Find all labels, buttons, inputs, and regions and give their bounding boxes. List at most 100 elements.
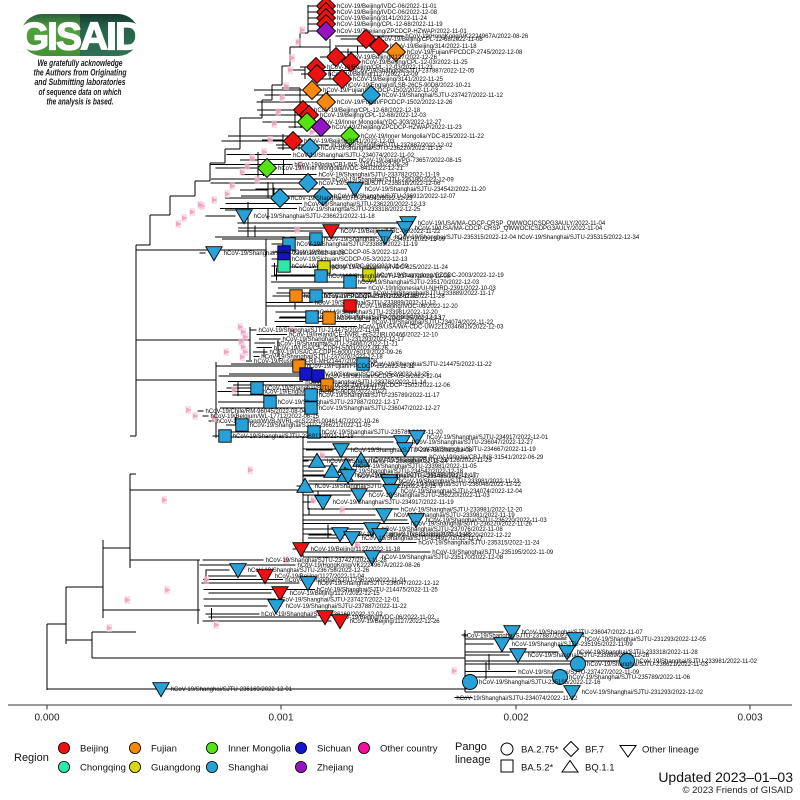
svg-text:We gratefully acknowledge: We gratefully acknowledge — [38, 58, 123, 68]
svg-text:hCoV-19/Ireland/WVB-NVRL-ecS22: hCoV-19/Ireland/WVB-NVRL-ecS22IRL004614/… — [217, 419, 380, 425]
svg-text:the analysis is based.: the analysis is based. — [47, 96, 114, 106]
svg-text:hCoV-19/Inner Mongolia/IVDC-64: hCoV-19/Inner Mongolia/IVDC-641/2022-12-… — [278, 166, 404, 172]
svg-text:hCoV-19/Shanghai/SJTU-236047/2: hCoV-19/Shanghai/SJTU-236047/2022-12-27 — [412, 440, 534, 446]
svg-text:hCoV-19/Beijing/IVDC-06/2022-1: hCoV-19/Beijing/IVDC-06/2022-12-08 — [337, 10, 438, 16]
svg-text:hCoV-19/Shanghai/SJTU-234917/2: hCoV-19/Shanghai/SJTU-234917/2022-12-09 — [324, 237, 446, 243]
svg-text:hCoV-19/Shanghai/SJTU-235170/2: hCoV-19/Shanghai/SJTU-235170/2022-12-03 — [358, 280, 480, 286]
svg-text:hCoV-19/Shanghai/SJTU-233889/2: hCoV-19/Shanghai/SJTU-233889/2022-12-26 — [528, 653, 650, 659]
svg-text:hCoV-19/Shanghai/SJTU-234667/2: hCoV-19/Shanghai/SJTU-234667/2022-11-21 — [277, 341, 399, 347]
svg-text:hCoV-19/Fujian/FPCDCP-25/2022-: hCoV-19/Fujian/FPCDCP-25/2022-12-17 — [337, 316, 446, 322]
svg-text:hCoV-19/Beijing/3141/2022-11-2: hCoV-19/Beijing/3141/2022-11-24 — [337, 16, 428, 22]
svg-text:hCoV-19/Shanghai/SJTU-233981/2: hCoV-19/Shanghai/SJTU-233981/2022-12-20 — [401, 507, 523, 513]
svg-text:hCoV-19/England/LSB-26C5-90D8/: hCoV-19/England/LSB-26C5-90D8/2022-10-21 — [263, 390, 389, 396]
svg-text:hCoV-19/Indonesia/UI-NIHRD-239: hCoV-19/Indonesia/UI-NIHRD-2391/2022-10-… — [368, 286, 496, 292]
svg-text:hCoV-19/Zhejiang/ZPCDCP-HZWAP/: hCoV-19/Zhejiang/ZPCDCP-HZWAP/2022-11-23 — [332, 125, 462, 131]
svg-text:hCoV-19/Shanghai/SJTU-237887/2: hCoV-19/Shanghai/SJTU-237887/2022-12-02 — [331, 143, 453, 149]
svg-text:Region: Region — [14, 752, 49, 764]
svg-text:hCoV-19/Shanghai/SJTU-236621/2: hCoV-19/Shanghai/SJTU-236621/2022-11-18 — [254, 214, 376, 220]
svg-text:Beijing: Beijing — [80, 744, 109, 755]
svg-text:hCoV-19/Shanghai/SJTU-236621/2: hCoV-19/Shanghai/SJTU-236621/2022-12-15 — [315, 484, 437, 490]
svg-text:hCoV-19/Belgium/WL-17712/2022-: hCoV-19/Belgium/WL-17712/2022-06-15 — [211, 414, 320, 420]
svg-text:Inner Mongolia: Inner Mongolia — [228, 744, 292, 755]
svg-text:hCoV-19/Sichuan/SCDCP-05-3/202: hCoV-19/Sichuan/SCDCP-05-3/2022-12-07 — [292, 250, 408, 256]
svg-text:hCoV-19/Beijing/CPL-12-68/2022: hCoV-19/Beijing/CPL-12-68/2022-11-08 — [377, 37, 483, 43]
svg-text:BA.2.75*: BA.2.75* — [521, 745, 559, 756]
svg-text:hCoV-19/Shanghai/SJTU-231293/2: hCoV-19/Shanghai/SJTU-231293/2022-12-17 — [283, 337, 405, 343]
svg-text:hCoV-19/Shanghai/SJTU-235170/2: hCoV-19/Shanghai/SJTU-235170/2022-12-08 — [382, 555, 504, 561]
svg-text:hCoV-19/Shanghai/SJTU-236220/2: hCoV-19/Shanghai/SJTU-236220/2022-11-03 — [426, 518, 548, 524]
svg-text:hCoV-19/Shanghai/SJTU-234917/2: hCoV-19/Shanghai/SJTU-234917/2022-11-17 — [362, 536, 484, 542]
svg-text:hCoV-19/Shanghai/SJTU-236220/2: hCoV-19/Shanghai/SJTU-236220/2022-11-13 — [321, 146, 443, 152]
svg-text:hCoV-19/Fujian/FPCDCP-2745/202: hCoV-19/Fujian/FPCDCP-2745/2022-12-08 — [407, 50, 523, 56]
svg-text:hCoV-19/Shanghai/SJTU-236220/2: hCoV-19/Shanghai/SJTU-236220/2022-11-01 — [285, 578, 407, 584]
svg-text:hCoV-19/Inner Mongolia/YDC-303: hCoV-19/Inner Mongolia/YDC-303/2022-12-2… — [318, 120, 442, 126]
svg-text:0.003: 0.003 — [737, 713, 762, 724]
svg-text:hCoV-19/Shanghai/SJTU-235483/2: hCoV-19/Shanghai/SJTU-235483/2022-12-07 — [358, 474, 480, 480]
svg-text:hCoV-19/Shanghai/SJTU-237427/2: hCoV-19/Shanghai/SJTU-237427/2022-11-28 — [266, 558, 388, 564]
svg-text:hCoV-19/Shanghai/SJTU-235195/2: hCoV-19/Shanghai/SJTU-235195/2022-11-09 — [512, 642, 634, 648]
svg-text:hCoV-19/Shanghai/SJTU-236758/2: hCoV-19/Shanghai/SJTU-236758/2022-12-26 — [248, 568, 370, 574]
svg-text:0.000: 0.000 — [34, 713, 59, 724]
svg-text:hCoV-19/Fujian/FPCDCP-2745/202: hCoV-19/Fujian/FPCDCP-2745/2022-11-05 — [304, 294, 420, 300]
svg-text:0.001: 0.001 — [268, 713, 293, 724]
svg-text:hCoV-19/Beijing/IVDC-06/2022-1: hCoV-19/Beijing/IVDC-06/2022-12-20 — [358, 304, 459, 310]
svg-text:hCoV-19/Shanghai/SJTU-233782/2: hCoV-19/Shanghai/SJTU-233782/2022-11-14 — [305, 380, 427, 386]
svg-text:Chongqing: Chongqing — [80, 763, 126, 774]
svg-text:hCoV-19/Shanghai/SJTU-237076/2: hCoV-19/Shanghai/SJTU-237076/2022-11-08 — [382, 527, 504, 533]
svg-text:hCoV-19/Fujian/FPCDCP-1502/202: hCoV-19/Fujian/FPCDCP-1502/2022-12-06 — [335, 383, 451, 389]
svg-text:hCoV-19/India/CBJ-INS-31541/20: hCoV-19/India/CBJ-INS-31541/2022-06-29 — [429, 455, 544, 461]
svg-text:Other lineage: Other lineage — [642, 745, 699, 756]
svg-text:hCoV-19/Shanghai/SJTU-237427/2: hCoV-19/Shanghai/SJTU-237427/2022-12-08 — [329, 274, 451, 280]
svg-text:hCoV-19/Shanghai/SJTU-237126/2: hCoV-19/Shanghai/SJTU-237126/2022-11-25 — [371, 458, 493, 464]
svg-text:Shanghai: Shanghai — [228, 763, 268, 774]
svg-text:© 2023 Friends of GISAID: © 2023 Friends of GISAID — [683, 785, 794, 796]
svg-text:hCoV-19/Shanghai/SJTU-236220/2: hCoV-19/Shanghai/SJTU-236220/2022-12-22 — [390, 533, 512, 539]
svg-text:hCoV-19/USA/CA-CDPH-6000/76019: hCoV-19/USA/CA-CDPH-6000/76019/2022-09-2… — [270, 350, 403, 356]
svg-text:hCoV-19/Shanghai/SJTU-233889/2: hCoV-19/Shanghai/SJTU-233889/2022-11-19 — [297, 242, 419, 248]
svg-text:hCoV-19/Shanghai/SJTU-233889/2: hCoV-19/Shanghai/SJTU-233889/2022-11-28 — [350, 532, 472, 538]
svg-text:hCoV-19/Chongqing/YVDC-802/202: hCoV-19/Chongqing/YVDC-802/2022-11-09 — [292, 264, 409, 270]
svg-text:hCoV-19/Shanghai/SJTU-233318/2: hCoV-19/Shanghai/SJTU-233318/2022-12-25 — [299, 207, 421, 213]
svg-text:hCoV-19/Inner Mongolia/YDC-815: hCoV-19/Inner Mongolia/YDC-815/2022-11-2… — [361, 134, 485, 140]
svg-text:the Authors from Originating: the Authors from Originating — [34, 68, 127, 78]
svg-text:hCoV-19/Shanghai/SJTU-235818/2: hCoV-19/Shanghai/SJTU-235818/2022-12-06 — [319, 181, 441, 187]
svg-text:hCoV-19/Shanghai/SJTU-233782/2: hCoV-19/Shanghai/SJTU-233782/2022-11-19 — [319, 173, 441, 179]
svg-text:0.002: 0.002 — [503, 713, 528, 724]
svg-text:hCoV-19/Shanghai/SJTU-234074/2: hCoV-19/Shanghai/SJTU-234074/2022-11-22 — [372, 320, 494, 326]
svg-text:hCoV-19/Shanghai/SJTU-233318/2: hCoV-19/Shanghai/SJTU-233318/2022-11-28 — [577, 650, 699, 656]
svg-text:hCoV-19/Sichuan/SCDCP-05-3/202: hCoV-19/Sichuan/SCDCP-05-3/2022-12-13 — [292, 257, 408, 263]
svg-text:Sichuan: Sichuan — [317, 744, 351, 755]
svg-text:hCoV-19/Fujian/FPCDCP-1502/202: hCoV-19/Fujian/FPCDCP-1502/2022-12-26 — [337, 100, 453, 106]
svg-text:hCoV-19/Beijing/CPL-12-03/2022: hCoV-19/Beijing/CPL-12-03/2022-11-25 — [362, 60, 468, 66]
svg-text:hCoV-19/Beijing/CPL-12-68/2022: hCoV-19/Beijing/CPL-12-68/2022-11-19 — [337, 22, 443, 28]
svg-text:hCoV-19/Beijing/IVDC-06/2022-1: hCoV-19/Beijing/IVDC-06/2022-11-02 — [335, 615, 435, 621]
svg-text:hCoV-19/Shanghai/SJTU-236758/2: hCoV-19/Shanghai/SJTU-236758/2022-12-08 — [351, 448, 473, 454]
svg-text:hCoV-19/Beijing/1127/2022-12-2: hCoV-19/Beijing/1127/2022-12-26 — [350, 619, 441, 625]
svg-text:hCoV-19/Shanghai/SJTU-237076/2: hCoV-19/Shanghai/SJTU-237076/2022-12-18 — [261, 355, 383, 361]
svg-text:Pango: Pango — [455, 741, 487, 753]
svg-text:hCoV-19/Shanghai/SJTU-237887/2: hCoV-19/Shanghai/SJTU-237887/2022-12-05 — [353, 69, 475, 75]
svg-text:hCoV-19/Beijing/1127/2022-11-1: hCoV-19/Beijing/1127/2022-11-18 — [311, 547, 401, 553]
svg-text:BQ.1.1: BQ.1.1 — [585, 763, 615, 774]
svg-text:hCoV-19/Ireland/CE-NVRL-ecS22I: hCoV-19/Ireland/CE-NVRL-ecS22IRL00466/20… — [289, 333, 438, 339]
svg-text:hCoV-19/Shanghai/SJTU-214475/2: hCoV-19/Shanghai/SJTU-214475/2022-11-22 — [371, 362, 493, 368]
svg-text:GISAID: GISAID — [19, 16, 142, 59]
svg-text:hCoV-19/Beijing/1127/2022-12-2: hCoV-19/Beijing/1127/2022-12-26 — [347, 55, 438, 61]
svg-text:hCoV-19/Shanghai/SJTU-234542/2: hCoV-19/Shanghai/SJTU-234542/2022-12-23 — [291, 196, 413, 202]
svg-text:hCoV-19/Shanghai/SJTU-236048/2: hCoV-19/Shanghai/SJTU-236048/2022-12-22 — [400, 482, 522, 488]
svg-text:hCoV-19/Russia/PB-RII-MH21447/: hCoV-19/Russia/PB-RII-MH21447/2022-08-08 — [254, 359, 378, 365]
svg-text:hCoV-19/Shanghai/SJTU-235789/2: hCoV-19/Shanghai/SJTU-235789/2022-11-06 — [569, 675, 691, 681]
svg-text:hCoV-19/Japan/PG-73657/2022-08: hCoV-19/Japan/PG-73657/2022-08-15 — [359, 158, 462, 164]
svg-text:hCoV-19/HongKong/VK2224967A/20: hCoV-19/HongKong/VK2224967A/2022-08-26 — [405, 34, 528, 40]
svg-text:BF.7: BF.7 — [585, 745, 604, 756]
svg-text:hCoV-19/Shanghai/SJTU-214475/2: hCoV-19/Shanghai/SJTU-214475/2022-11-25 — [317, 588, 439, 594]
svg-text:hCoV-19/Shanghai/SJTU-235789/2: hCoV-19/Shanghai/SJTU-235789/2022-11-20 — [322, 430, 444, 436]
svg-text:Other country: Other country — [380, 744, 438, 755]
svg-text:hCoV-19/USA/MA-CDCP-CRSP_QWWOC: hCoV-19/USA/MA-CDCP-CRSP_QWWOCICSDPG3AUL… — [418, 221, 606, 227]
svg-text:hCoV-19/Shanghai/SJTU-233889/2: hCoV-19/Shanghai/SJTU-233889/2022-11-12 — [315, 301, 437, 307]
svg-text:hCoV-19/Shanghai/SJTU-233981/2: hCoV-19/Shanghai/SJTU-233981/2022-11-23 — [399, 479, 521, 485]
svg-text:hCoV-19/Shanghai/SJTU-233318/2: hCoV-19/Shanghai/SJTU-233318/2022-11-24 — [265, 386, 387, 392]
svg-text:hCoV-19/USA/WA-CDC-UW221203468: hCoV-19/USA/WA-CDC-UW22120346815/2022-12… — [359, 325, 504, 331]
svg-text:hCoV-19/Beijing/CPL-12-68/2022: hCoV-19/Beijing/CPL-12-68/2022-12-03 — [320, 113, 427, 119]
svg-text:hCoV-19/Shanghai/SJTU-235789/2: hCoV-19/Shanghai/SJTU-235789/2022-11-17 — [319, 393, 441, 399]
